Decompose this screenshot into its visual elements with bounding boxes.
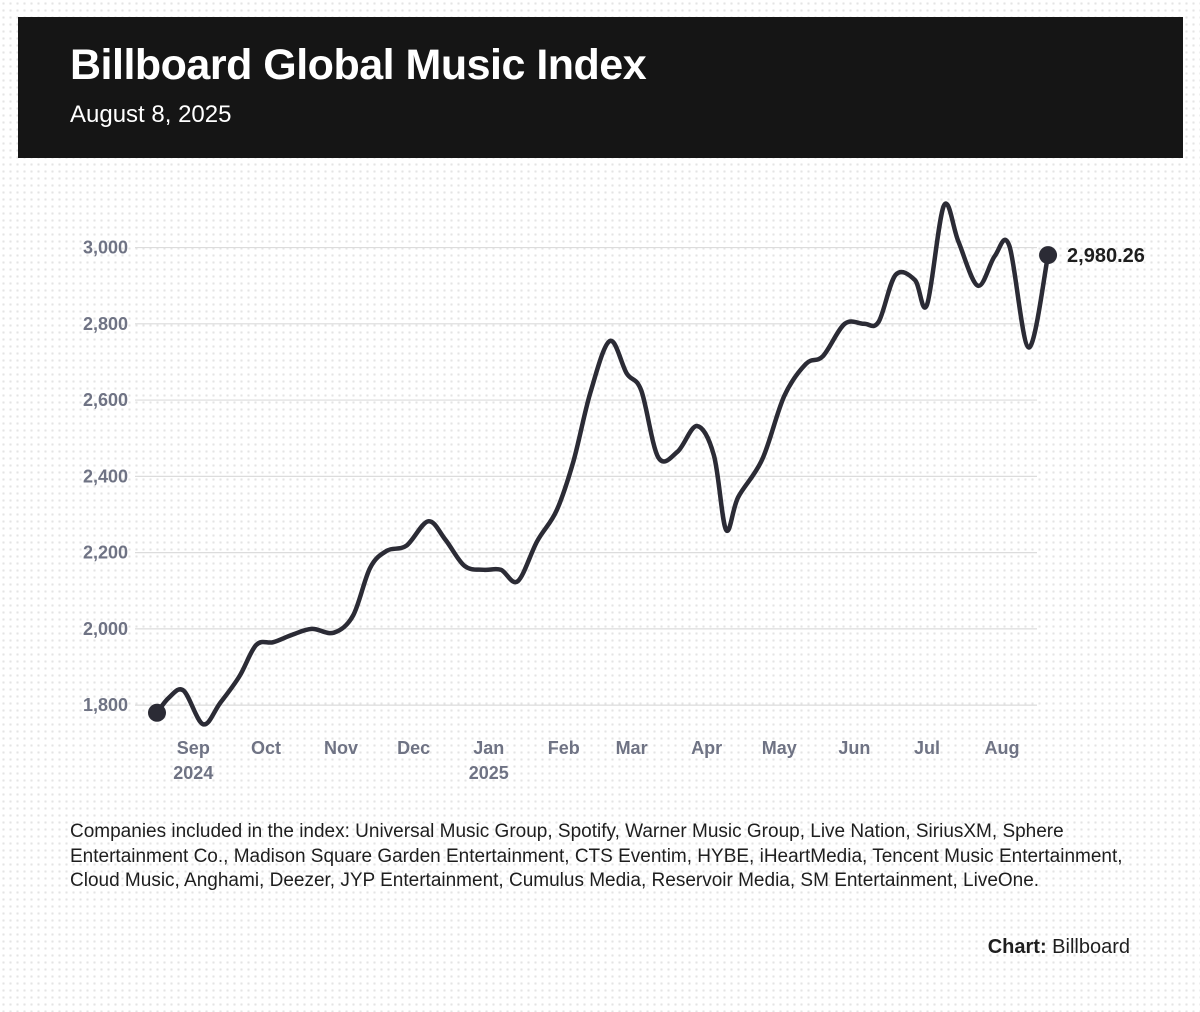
x-tick-year-label: 2025 xyxy=(469,763,509,783)
x-tick-label: Jul xyxy=(914,738,940,758)
y-tick-label: 2,000 xyxy=(83,619,128,639)
chart-header: Billboard Global Music Index August 8, 2… xyxy=(18,17,1183,158)
x-tick-label: Sep xyxy=(177,738,210,758)
y-tick-label: 2,400 xyxy=(83,466,128,486)
x-tick-label: Aug xyxy=(985,738,1020,758)
x-tick-label: Nov xyxy=(324,738,358,758)
x-tick-year-label: 2024 xyxy=(173,763,213,783)
x-tick-label: May xyxy=(762,738,797,758)
credit-source: Billboard xyxy=(1052,936,1130,958)
companies-note: Companies included in the index: Univers… xyxy=(70,821,1123,891)
end-value-label: 2,980.26 xyxy=(1067,245,1145,267)
y-tick-label: 1,800 xyxy=(83,695,128,715)
y-tick-label: 2,600 xyxy=(83,390,128,410)
credit-label: Chart: xyxy=(987,936,1047,958)
y-tick-label: 2,200 xyxy=(83,543,128,563)
x-tick-label: Dec xyxy=(397,738,430,758)
chart-title: Billboard Global Music Index xyxy=(70,41,647,89)
start-point-marker xyxy=(148,703,166,722)
x-tick-label: Feb xyxy=(548,738,580,758)
x-tick-label: Mar xyxy=(616,738,648,758)
x-tick-label: Apr xyxy=(691,738,722,758)
x-tick-label: Oct xyxy=(251,738,281,758)
end-point-marker xyxy=(1039,246,1058,265)
y-tick-label: 2,800 xyxy=(83,314,128,334)
chart-date: August 8, 2025 xyxy=(70,101,232,128)
index-line xyxy=(154,201,1051,727)
y-tick-label: 3,000 xyxy=(83,238,128,258)
x-tick-label: Jan xyxy=(473,738,504,758)
chart-credit: Chart: Billboard xyxy=(988,936,1130,959)
x-tick-label: Jun xyxy=(838,738,870,758)
